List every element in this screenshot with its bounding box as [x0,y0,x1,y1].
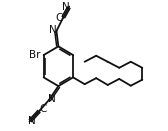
Text: C: C [56,13,63,23]
Text: N: N [48,94,56,104]
Text: C: C [39,104,46,114]
Text: N: N [49,25,57,35]
Text: N: N [29,116,36,126]
Text: Br: Br [29,50,41,60]
Text: N: N [62,2,70,12]
